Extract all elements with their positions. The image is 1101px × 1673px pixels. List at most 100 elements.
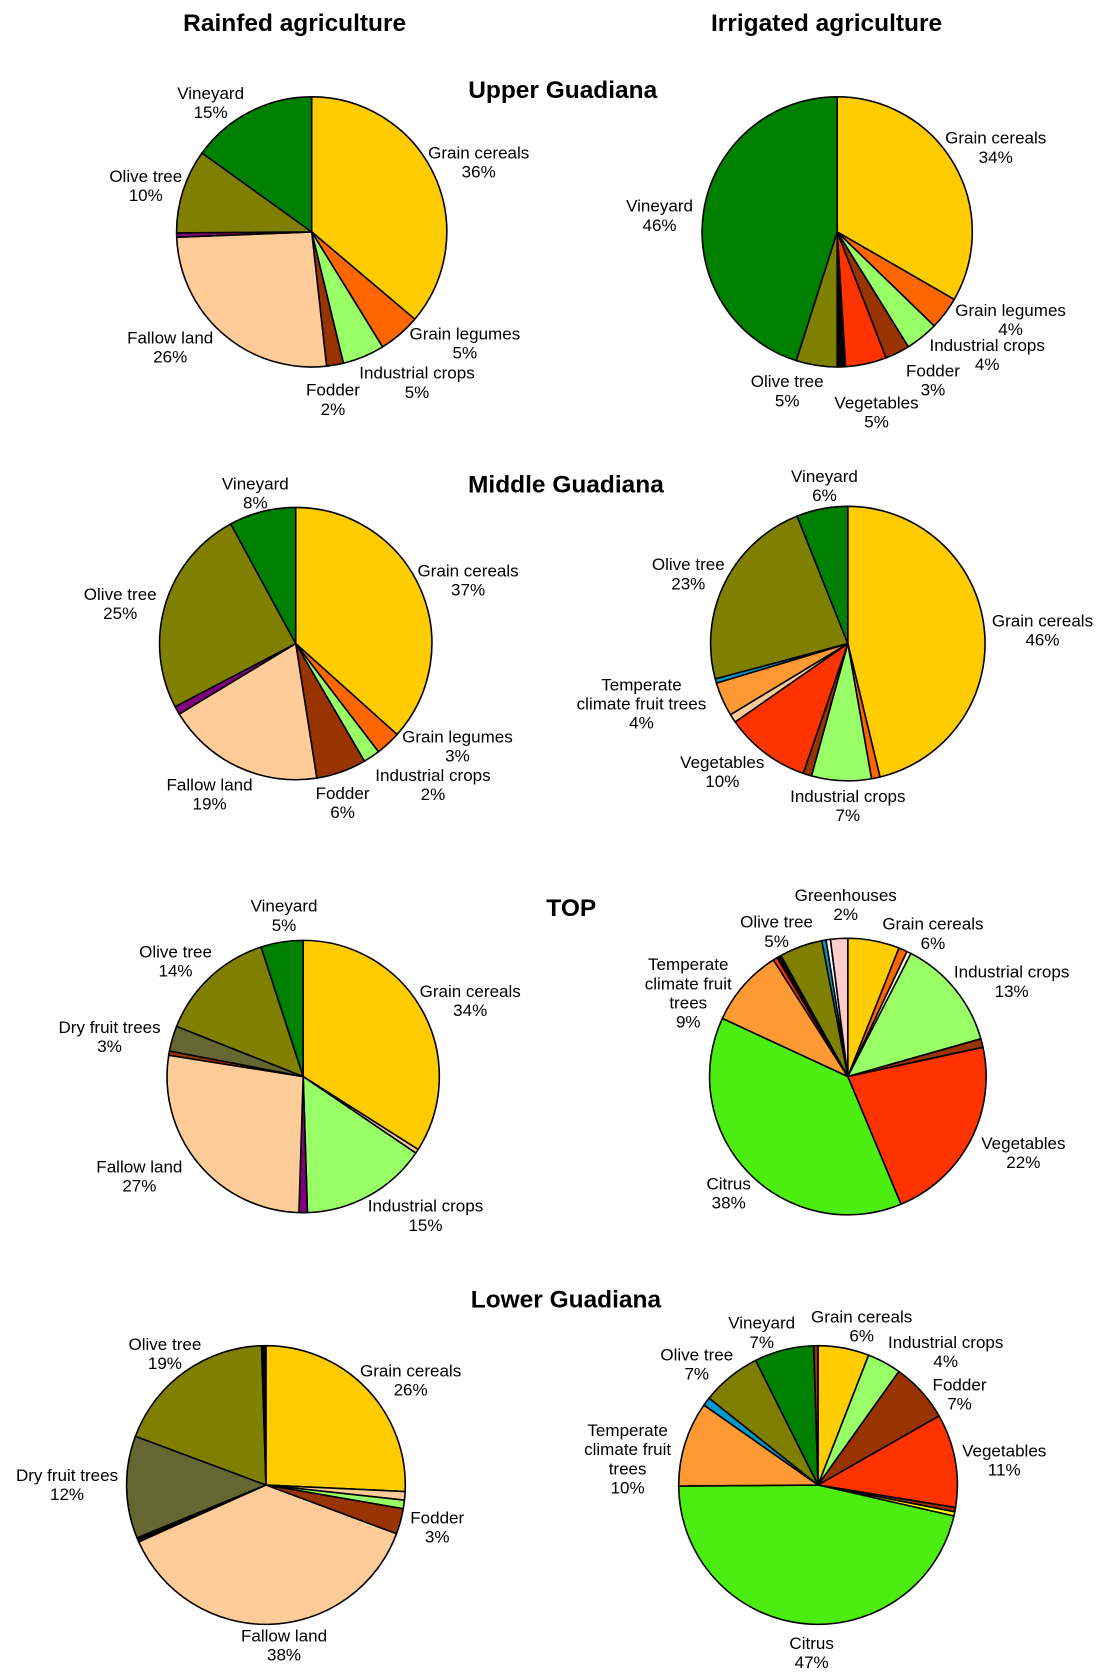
slice-value: 4% (629, 714, 654, 733)
slice-name: Vineyard (626, 197, 693, 216)
slice-label: Industrial crops 13% (954, 964, 1069, 1002)
slice-name: Grain cereals (811, 1308, 913, 1327)
slice-value: 5% (271, 916, 297, 936)
pie-slice (709, 515, 849, 680)
slice-label: Grain cereals 6% (811, 1308, 912, 1346)
slice-label: Vegetables 5% (834, 395, 918, 433)
slice-label: Fodder 2% (306, 382, 360, 420)
slice-label: Grain cereals 37% (417, 563, 518, 601)
slice-label: Grain legumes 3% (402, 729, 513, 767)
column-title: Rainfed agriculture (183, 8, 407, 37)
pie-slice (847, 505, 986, 778)
slice-label: Grain cereals 36% (428, 145, 529, 183)
pie-slice (166, 1054, 304, 1214)
slice-name: Grain cereals (991, 612, 1094, 631)
slice-label: Vegetables 11% (962, 1442, 1046, 1480)
slice-name: Grain cereals (419, 982, 521, 1002)
slice-name: Industrial crops (929, 337, 1045, 356)
row-title: TOP (546, 893, 597, 922)
slice-value: 5% (404, 384, 430, 403)
slice-name: Olive tree (651, 556, 725, 575)
slice-label: Olive tree 23% (652, 556, 725, 594)
slice-name: Grain legumes (409, 325, 521, 344)
slice-label: Olive tree 10% (109, 168, 182, 206)
slice-value: 2% (420, 786, 446, 805)
slice-label: Citrus 47% (789, 1635, 833, 1673)
slice-label: Grain cereals 46% (992, 613, 1093, 651)
slice-value: 7% (749, 1333, 774, 1353)
pie-slice (708, 1017, 902, 1216)
pie-slice (847, 952, 982, 1078)
slice-name: Temperate climate fruit trees (644, 956, 732, 1013)
pie-slice (265, 1344, 407, 1493)
slice-name: Industrial crops (887, 1333, 1004, 1353)
slice-value: 19% (192, 795, 227, 814)
slice-value: 7% (835, 807, 861, 826)
slice-name: Greenhouses (794, 887, 897, 906)
slice-name: Vineyard (221, 475, 289, 494)
slice-label: Vineyard 6% (791, 468, 858, 506)
pie-slice (847, 1046, 987, 1205)
slice-value: 23% (671, 575, 706, 594)
slice-value: 9% (675, 1013, 701, 1032)
slice-name: Fallow land (166, 776, 253, 795)
slice-label: Grain cereals 34% (945, 130, 1046, 168)
slice-value: 2% (833, 906, 858, 925)
slice-name: Grain cereals (428, 144, 530, 163)
pie-slice (175, 152, 313, 234)
pie-slice (125, 1435, 267, 1539)
slice-value: 10% (705, 773, 740, 792)
slice-name: Olive tree (660, 1346, 734, 1365)
slice-name: Citrus (706, 1175, 751, 1194)
pie-slice (201, 96, 313, 233)
pie-slice (260, 939, 304, 1078)
slice-value: 34% (978, 148, 1013, 168)
slice-value: 5% (774, 392, 800, 411)
slice-name: Temperate climate fruit trees (584, 1422, 672, 1479)
pie-slice (260, 1344, 267, 1486)
slice-name: Fallow land (127, 329, 214, 348)
slice-value: 4% (974, 356, 1000, 375)
slice-value: 10% (610, 1479, 645, 1498)
pie-slice (817, 1415, 959, 1509)
slice-label: Olive tree 5% (751, 373, 824, 411)
slice-name: Grain cereals (360, 1362, 462, 1381)
slice-label: Vegetables 10% (680, 754, 764, 792)
slice-label: Citrus 38% (706, 1175, 750, 1213)
slice-name: Olive tree (128, 1336, 202, 1355)
slice-name: Grain cereals (882, 915, 984, 934)
pie-slice (158, 523, 297, 708)
slice-value: 3% (445, 747, 470, 766)
slice-value: 11% (987, 1461, 1021, 1480)
slice-value: 2% (320, 401, 346, 420)
slice-name: Grain cereals (417, 562, 519, 581)
slice-name: Vegetables (680, 754, 765, 773)
slice-label: Industrial crops 4% (888, 1334, 1003, 1372)
slice-name: Fodder (905, 362, 960, 381)
pie-slice (829, 937, 849, 1078)
slice-name: Grain legumes (955, 302, 1066, 321)
slice-name: Vegetables (834, 394, 919, 413)
slice-value: 4% (933, 1353, 958, 1372)
slice-name: Grain legumes (402, 728, 513, 747)
slice-label: Olive tree 7% (660, 1347, 733, 1385)
slice-value: 6% (849, 1327, 874, 1346)
slice-label: Temperate climate fruit trees 9% (635, 956, 741, 1033)
column-title: Irrigated agriculture (710, 8, 943, 37)
slice-value: 15% (408, 1216, 443, 1236)
slice-name: Olive tree (740, 913, 813, 932)
slice-name: Olive tree (139, 943, 212, 962)
row-title: Upper Guadiana (468, 75, 658, 104)
slice-value: 6% (920, 935, 946, 954)
slice-label: Industrial crops 2% (375, 767, 490, 805)
pie-slice (677, 1404, 819, 1487)
slice-label: Grain legumes 4% (955, 302, 1066, 340)
slice-value: 36% (461, 163, 496, 182)
slice-name: Grain cereals (945, 129, 1047, 148)
slice-value: 26% (153, 348, 188, 368)
slice-name: Citrus (789, 1635, 834, 1654)
pie-slice (721, 959, 849, 1078)
slice-name: Vineyard (250, 897, 318, 916)
slice-name: Vineyard (790, 468, 858, 487)
